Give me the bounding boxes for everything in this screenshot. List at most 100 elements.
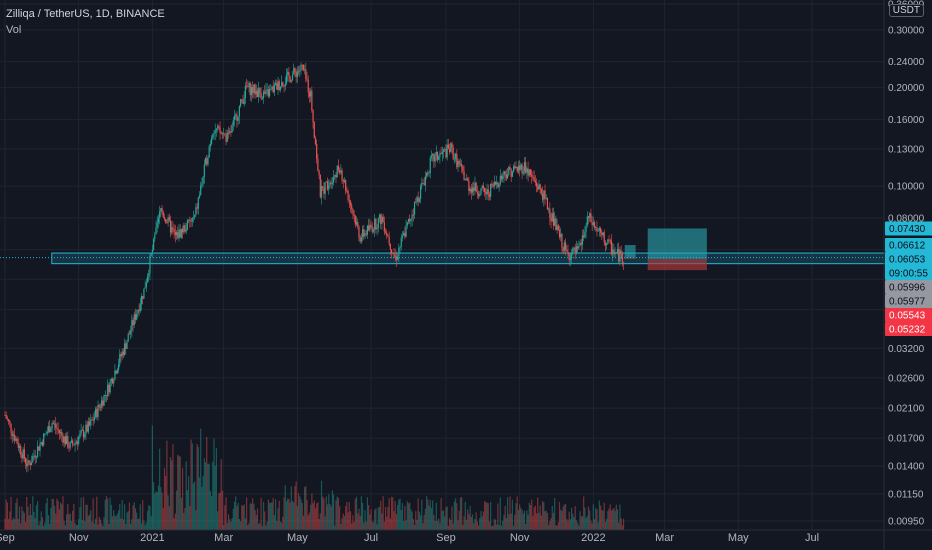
symbol-title[interactable]: Zilliqa / TetherUS, 1D, BINANCE [6,8,165,20]
volume-bar [401,502,404,530]
price-label: 0.05543 [889,311,926,322]
volume-bar [606,518,608,530]
candle-body [417,197,419,202]
volume-bars [4,425,625,530]
candle-body [264,91,266,94]
volume-bar [15,502,17,530]
volume-bar [117,510,120,530]
candle-body [35,456,38,458]
candle-body [399,246,401,248]
volume-bar [114,515,116,530]
volume-indicator-label[interactable]: Vol [6,24,22,36]
y-tick-label: 0.03200 [888,344,925,355]
volume-bar [172,444,174,530]
candle-body [203,164,205,177]
candle-body [341,170,343,181]
candle-body [555,218,557,230]
long-position-stop[interactable] [647,258,707,271]
volume-bar [424,508,427,530]
volume-bar [34,518,36,530]
candles [4,62,625,473]
volume-bar [551,506,553,530]
volume-bar [271,502,273,530]
y-tick-label: 0.01700 [888,434,925,445]
candle-body [266,89,268,91]
candle-body [4,415,6,416]
candle-body [90,419,92,426]
volume-bar [568,511,570,530]
volume-bar [347,512,349,530]
volume-bar [208,463,210,530]
volume-bar [619,504,621,530]
candle-body [435,151,437,156]
volume-bar [503,515,505,530]
volume-bar [544,511,546,530]
candle-body [239,99,242,107]
candle-body [96,408,98,418]
candle-body [148,273,150,277]
volume-bar [601,509,603,530]
volume-bar [451,506,453,530]
candle-body [235,114,237,116]
candle-body [194,214,196,218]
candle-body [389,243,391,250]
y-tick-label: 0.02600 [888,373,925,384]
candle-body [111,378,114,384]
long-position-target[interactable] [647,228,707,259]
support-zone-box[interactable] [51,252,892,265]
volume-bar [446,506,448,530]
candle-body [475,182,477,192]
volume-bar [587,506,590,530]
candle-body [32,456,34,463]
volume-bar [295,481,297,530]
volume-bar [32,496,34,530]
candle-body [273,84,276,93]
candle-body [444,149,446,150]
candle-body [407,218,410,223]
candle-body [108,384,110,393]
volume-bar [175,490,178,530]
volume-bar [416,519,418,530]
volume-bar [534,505,536,530]
long-position-stop[interactable] [624,257,636,259]
volume-bar [300,499,302,530]
time-axis[interactable]: Sep Nov 2021 Mar May Jul Sep Nov 2022 Mar May Jul [0,529,932,544]
volume-bar [171,460,173,530]
candle-body [151,249,153,254]
volume-bar [502,520,504,530]
volume-bar [400,510,402,530]
volume-bar [592,504,594,530]
volume-bar [515,503,517,530]
volume-bar [126,512,128,530]
volume-bar [579,511,581,530]
candle-body [300,64,302,71]
long-position-target[interactable] [624,245,636,258]
candle-body [621,253,623,263]
candle-body [540,188,542,194]
candle-body [258,88,260,98]
candle-body [474,182,476,191]
candle-body [532,176,534,178]
volume-bar [276,520,278,530]
volume-bar [421,499,423,530]
candle-body [107,384,109,396]
candle-body [296,71,298,78]
candle-body [14,434,16,441]
candle-body [442,149,445,152]
candle-body [46,431,48,434]
candle-body [284,83,286,87]
candle-body [404,232,406,237]
volume-bar [452,523,454,530]
volume-bar [438,518,440,530]
position-tools[interactable] [624,228,707,271]
volume-bar [68,514,70,530]
volume-bar [419,515,422,530]
volume-bar [305,486,307,530]
currency-badge[interactable]: USDT [888,4,924,17]
candle-body [289,76,291,82]
candle-body [253,84,255,93]
volume-bar [186,490,189,530]
candle-body [535,182,538,187]
candle-body [498,184,500,188]
